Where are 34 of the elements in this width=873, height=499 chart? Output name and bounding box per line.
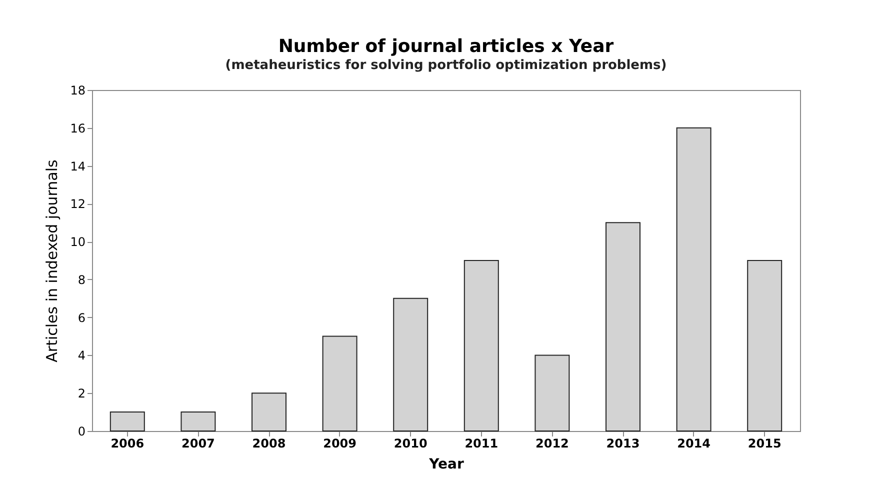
x-tick-label: 2006 bbox=[110, 436, 144, 450]
x-tick-label: 2013 bbox=[606, 436, 640, 450]
y-tick-label: 8 bbox=[78, 272, 86, 287]
x-tick-label: 2010 bbox=[394, 436, 428, 450]
y-tick-label: 0 bbox=[78, 424, 86, 438]
x-tick-label: 2015 bbox=[748, 436, 782, 450]
x-tick-label: 2008 bbox=[252, 436, 286, 450]
y-tick-label: 4 bbox=[78, 348, 86, 363]
bar bbox=[606, 222, 640, 432]
bar bbox=[110, 412, 145, 432]
y-tick-label: 18 bbox=[70, 84, 86, 98]
bar bbox=[676, 127, 712, 432]
bar bbox=[464, 260, 499, 432]
y-tick-label: 12 bbox=[70, 197, 86, 212]
y-axis-title: Articles in indexed journals bbox=[43, 159, 62, 362]
x-tick-label: 2011 bbox=[464, 436, 498, 450]
chart-title: Number of journal articles x Year bbox=[278, 36, 614, 57]
y-tick-label: 14 bbox=[70, 159, 86, 174]
bar bbox=[747, 260, 782, 432]
x-axis-title: Year bbox=[428, 456, 464, 472]
bar bbox=[534, 354, 570, 432]
x-tick-label: 2012 bbox=[535, 436, 569, 450]
bar bbox=[180, 412, 216, 432]
x-tick-label: 2009 bbox=[323, 436, 357, 450]
bar bbox=[252, 392, 286, 432]
y-tick-label: 16 bbox=[70, 121, 86, 136]
y-tick-label: 2 bbox=[78, 386, 86, 401]
bar bbox=[393, 298, 428, 432]
y-tick-label: 10 bbox=[70, 235, 86, 250]
x-tick-label: 2014 bbox=[677, 436, 711, 450]
bar bbox=[322, 336, 358, 432]
chart-subtitle: (metaheuristics for solving portfolio optimization problems) bbox=[225, 58, 667, 73]
y-tick-label: 6 bbox=[78, 310, 86, 325]
x-tick-label: 2007 bbox=[181, 436, 215, 450]
